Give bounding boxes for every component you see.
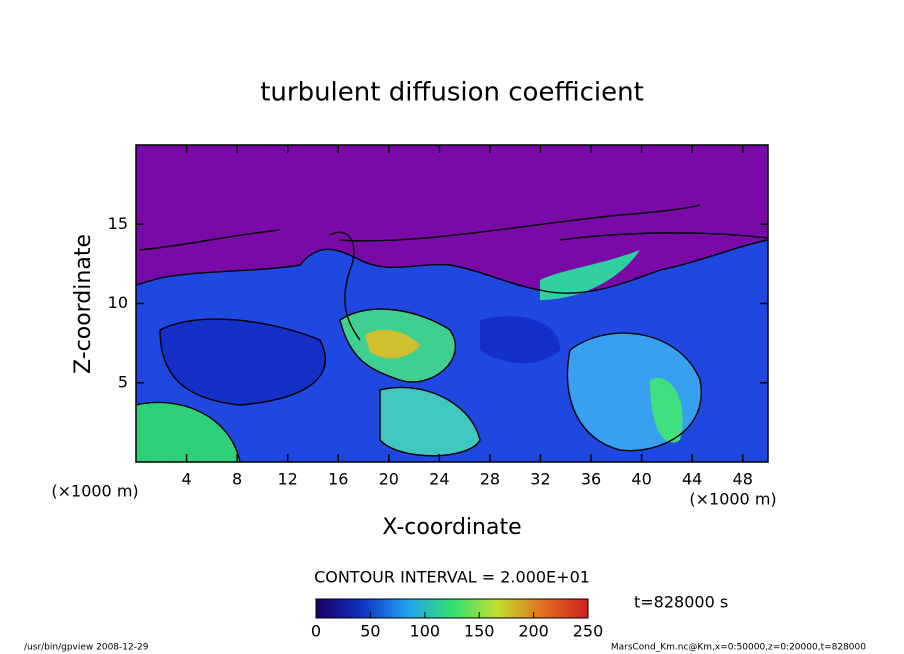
x-tick-label: 44 [682,470,702,489]
x-tick-label: 8 [232,470,242,489]
x-tick-label: 24 [429,470,449,489]
colorbar-tick-label: 250 [573,622,604,641]
time-label: t=828000 s [634,593,728,612]
x-tick-label: 4 [181,470,191,489]
y-axis-label: Z-coordinate [71,234,96,374]
y-tick-label: 5 [118,372,128,391]
colorbar-tick-label: 50 [360,622,380,641]
x-unit-label: (×1000 m) [51,482,138,501]
colorbar-tick-label: 100 [410,622,441,641]
x-tick-label: 40 [631,470,651,489]
chart-title: turbulent diffusion coefficient [260,78,644,108]
colorbar-tick-label: 150 [464,622,495,641]
colorbar-tick-label: 0 [311,622,321,641]
footer-right: MarsCond_Km.nc@Km,x=0:50000,z=0:20000,t=… [611,643,866,653]
y-tick-label: 10 [108,293,128,312]
contour-field [136,145,768,462]
x-axis-label: X-coordinate [382,515,521,540]
x-unit-label: (×1000 m) [689,490,776,509]
colorbar-tick-label: 200 [518,622,549,641]
x-tick-label: 16 [328,470,348,489]
x-tick-label: 12 [278,470,298,489]
colorbar [315,598,589,619]
x-tick-label: 28 [480,470,500,489]
contour-interval: CONTOUR INTERVAL = 2.000E+01 [314,568,590,587]
x-tick-label: 20 [379,470,399,489]
y-tick-label: 15 [108,214,128,233]
x-tick-label: 48 [733,470,753,489]
x-tick-label: 32 [530,470,550,489]
x-tick-label: 36 [581,470,601,489]
footer-left: /usr/bin/gpview 2008-12-29 [24,643,149,653]
